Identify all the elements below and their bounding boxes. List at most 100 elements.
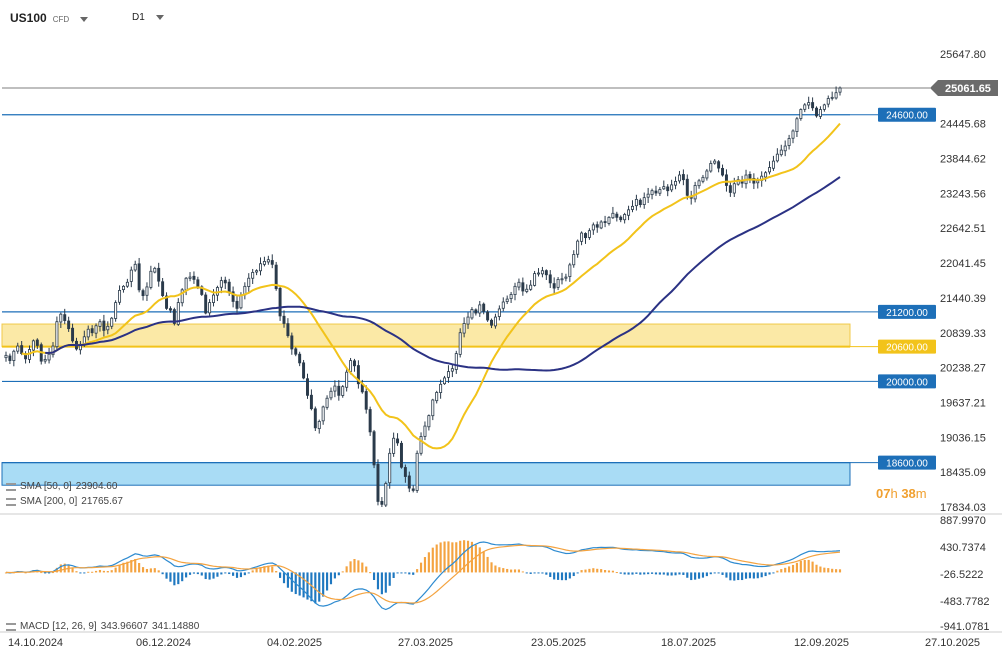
indicator-settings-icon[interactable]: [6, 622, 16, 631]
macd-histogram-bar: [239, 572, 243, 578]
macd-histogram-bar: [376, 572, 380, 590]
legend-sma50[interactable]: SMA [50, 0] 23904.60: [6, 481, 117, 492]
macd-histogram-bar: [811, 561, 814, 573]
candle: [255, 270, 259, 273]
macd-histogram-bar: [498, 567, 501, 573]
candle: [337, 385, 341, 396]
candle: [290, 335, 294, 350]
candle: [141, 290, 145, 297]
candle: [239, 295, 243, 309]
candle: [4, 354, 8, 359]
macd-tick-label: -941.0781: [940, 621, 990, 633]
macd-histogram-bar: [568, 572, 571, 579]
macd-histogram-bar: [451, 542, 454, 573]
macd-histogram-bar: [75, 571, 78, 573]
sma200-value: 21765.67: [81, 496, 123, 507]
levels-layer: 24600.00 21200.00 20600.00 20000.00 18600.00…: [2, 79, 998, 470]
x-tick-label: 27.03.2025: [398, 637, 453, 649]
macd-histogram-bar: [780, 569, 783, 573]
macd-histogram-bar: [310, 572, 313, 602]
candle: [294, 348, 298, 355]
candle: [462, 323, 466, 334]
macd-histogram-bar: [271, 566, 274, 573]
candle: [353, 360, 356, 367]
macd-value2: 341.14880: [151, 621, 200, 632]
candle: [20, 345, 24, 355]
indicator-settings-icon[interactable]: [6, 482, 16, 491]
candle: [815, 107, 818, 117]
macd-histogram-bar: [255, 568, 258, 573]
indicator-settings-icon[interactable]: [6, 497, 16, 506]
macd-histogram-bar: [279, 572, 282, 578]
candle: [670, 184, 674, 191]
macd-histogram-bar: [87, 571, 90, 573]
candle: [568, 264, 572, 277]
candle: [306, 378, 309, 396]
macd-histogram-bar: [635, 572, 638, 574]
candle: [764, 172, 768, 178]
macd-histogram-bar: [717, 572, 720, 574]
macd-histogram-bar: [799, 560, 802, 573]
candle: [540, 270, 544, 275]
macd-histogram-bar: [463, 540, 466, 573]
macd-histogram-bar: [756, 572, 759, 579]
candle: [12, 350, 16, 361]
macd-histogram-bar: [713, 572, 716, 574]
candle: [439, 383, 443, 393]
symbol-selector[interactable]: US100 CFD: [10, 11, 89, 25]
countdown-hours: 07: [876, 486, 891, 501]
macd-histogram-bar: [138, 563, 141, 573]
candle: [333, 385, 337, 392]
candle: [607, 216, 611, 224]
candle: [51, 345, 55, 356]
candle: [768, 167, 771, 173]
x-tick-label: 18.07.2025: [661, 637, 716, 649]
zones-layer: [1, 323, 851, 486]
macd-histogram-bar: [247, 572, 250, 574]
candle: [396, 438, 400, 444]
candle: [697, 180, 701, 187]
candle: [384, 483, 388, 506]
legend-sma200[interactable]: SMA [200, 0] 21765.67: [6, 496, 123, 507]
macd-histogram-bar: [490, 562, 493, 573]
macd-histogram-bar: [365, 566, 368, 573]
macd-histogram-bar: [333, 572, 336, 579]
macd-histogram-bar: [662, 572, 665, 575]
macd-histogram-bar: [486, 556, 489, 573]
candle: [133, 263, 137, 271]
macd-histogram-bar: [600, 569, 603, 573]
signal-line: [5, 544, 841, 604]
macd-histogram-bar: [741, 572, 744, 581]
timeframe-selector[interactable]: D1: [132, 11, 164, 23]
price-tick-label: 22041.45: [940, 258, 986, 270]
candle: [458, 332, 462, 355]
candle: [321, 406, 325, 422]
macd-histogram-bar: [588, 568, 591, 573]
chevron-down-icon: [155, 14, 164, 20]
macd-histogram-bar: [388, 572, 391, 586]
macd-histogram-bar: [357, 560, 360, 573]
level-badge-4: [878, 455, 936, 470]
macd-histogram-bar: [169, 572, 172, 582]
x-tick-label: 27.10.2025: [925, 637, 980, 649]
price-tick-label: 19637.21: [940, 397, 986, 409]
candle: [791, 130, 795, 139]
candle: [799, 109, 803, 119]
macd-histogram-bar: [55, 567, 58, 573]
macd-histogram-bar: [643, 572, 646, 575]
candle: [223, 279, 227, 284]
macd-histogram-bar: [400, 572, 403, 574]
macd-histogram-bar: [263, 566, 266, 573]
macd-histogram-bar: [353, 559, 356, 573]
legend-macd[interactable]: MACD [12, 26, 9] 343.96607 341.14880: [6, 621, 199, 632]
macd-histogram-bar: [369, 572, 372, 574]
price-tick-label: 20839.33: [940, 328, 986, 340]
candle: [717, 161, 721, 169]
symbol-name: US100: [10, 11, 47, 25]
macd-histogram-bar: [286, 572, 289, 588]
candle: [454, 353, 458, 370]
macd-histogram-bar: [557, 572, 560, 580]
macd-histogram-bar: [603, 570, 607, 573]
